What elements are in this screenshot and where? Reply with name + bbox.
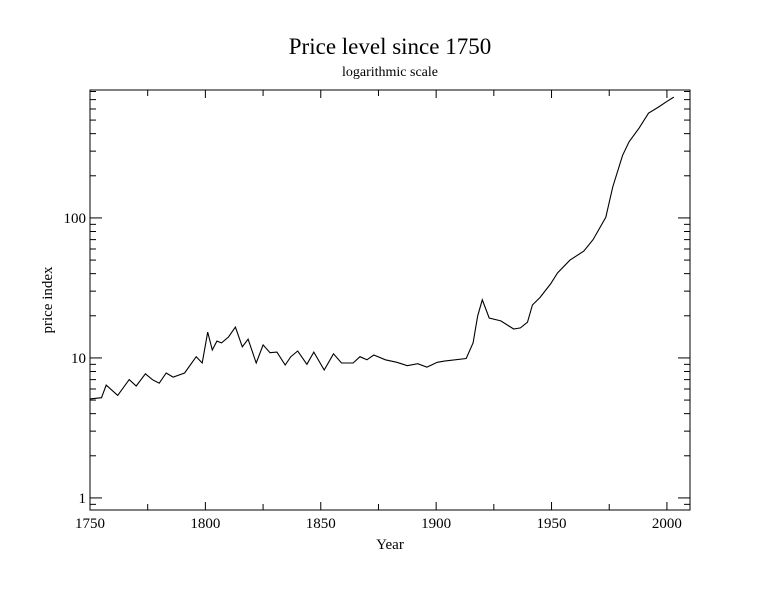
y-tick-label: 100 <box>64 211 87 227</box>
x-tick-label: 1950 <box>537 516 567 532</box>
y-tick-labels: 1 10 100 <box>64 211 87 507</box>
x-tick-label: 1800 <box>190 516 220 532</box>
price-index-line <box>89 96 675 400</box>
x-tick-labels: 1750 1800 1850 1900 1950 2000 <box>75 516 682 532</box>
axis-ticks <box>89 90 690 510</box>
y-tick-label: 1 <box>79 491 87 507</box>
x-tick-label: 2000 <box>652 516 682 532</box>
x-axis-label: Year <box>376 537 404 553</box>
y-axis-label: price index <box>40 266 56 334</box>
chart-subtitle: logarithmic scale <box>342 65 438 80</box>
x-tick-label: 1900 <box>421 516 451 532</box>
y-tick-label: 10 <box>71 351 86 367</box>
x-tick-label: 1750 <box>75 516 105 532</box>
chart-title: Price level since 1750 <box>289 34 491 59</box>
x-tick-label: 1850 <box>306 516 336 532</box>
plot-frame <box>89 89 691 511</box>
